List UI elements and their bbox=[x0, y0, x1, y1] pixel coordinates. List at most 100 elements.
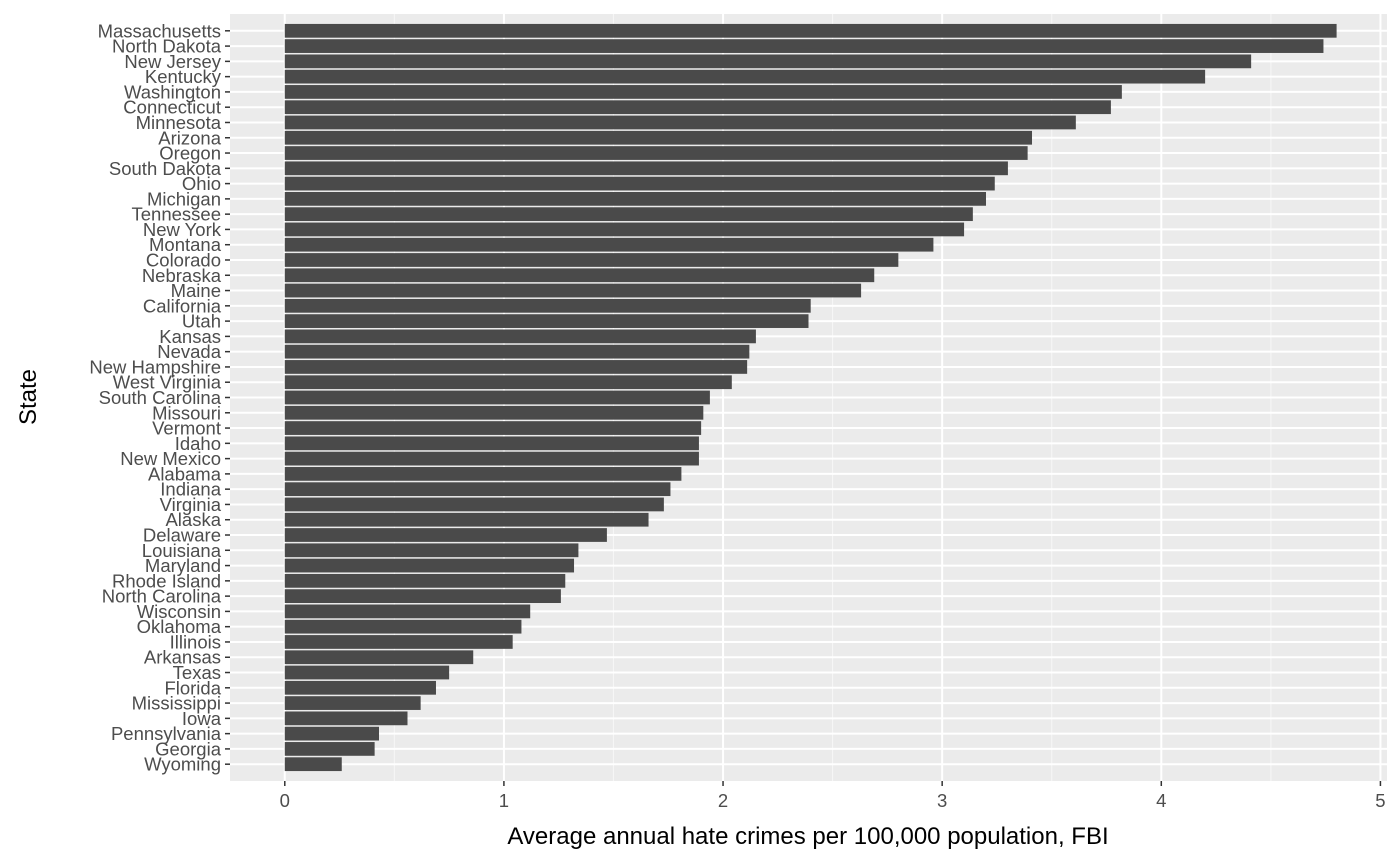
bar bbox=[284, 604, 531, 619]
y-tick-label: Indiana bbox=[160, 479, 221, 500]
bar bbox=[284, 130, 1033, 145]
bar bbox=[284, 711, 408, 726]
y-tick-label: Vermont bbox=[152, 418, 221, 439]
y-tick-label: South Dakota bbox=[109, 158, 222, 179]
x-tick-label: 5 bbox=[1375, 790, 1385, 811]
bar bbox=[284, 54, 1252, 69]
bar bbox=[284, 512, 649, 527]
y-tick-label: Oregon bbox=[159, 143, 221, 164]
bar bbox=[284, 283, 862, 298]
y-tick-label: Florida bbox=[164, 677, 221, 698]
x-axis: 0 1 2 3 4 5 bbox=[280, 781, 1386, 811]
bar bbox=[284, 482, 671, 497]
bar bbox=[284, 497, 664, 512]
y-tick-label: North Dakota bbox=[112, 36, 222, 57]
bar bbox=[284, 543, 579, 558]
y-tick-label: Iowa bbox=[182, 708, 222, 729]
bar bbox=[284, 742, 375, 756]
bar bbox=[284, 451, 699, 466]
y-tick-label: Wisconsin bbox=[137, 601, 221, 622]
y-tick-label: Nevada bbox=[157, 341, 221, 362]
y-tick-label: Louisiana bbox=[142, 540, 222, 561]
y-tick-label: New Mexico bbox=[120, 448, 221, 469]
bar bbox=[284, 329, 756, 344]
x-tick-label: 2 bbox=[718, 790, 728, 811]
y-tick-label: Arkansas bbox=[144, 647, 221, 668]
y-tick-label: Texas bbox=[173, 662, 221, 683]
bar bbox=[284, 757, 342, 772]
bar bbox=[284, 436, 699, 451]
x-tick-label: 1 bbox=[499, 790, 509, 811]
bar bbox=[284, 115, 1076, 130]
y-tick-label: Wyoming bbox=[144, 754, 221, 775]
bar bbox=[284, 39, 1324, 53]
bar bbox=[284, 161, 1008, 176]
bar bbox=[284, 23, 1337, 38]
bar bbox=[284, 237, 934, 252]
bar bbox=[284, 665, 450, 680]
bar bbox=[284, 222, 965, 237]
y-tick-label: North Carolina bbox=[102, 586, 222, 607]
bar bbox=[284, 253, 899, 267]
bar bbox=[284, 298, 811, 313]
y-tick-label: New Hampshire bbox=[89, 356, 221, 377]
y-tick-label: Nebraska bbox=[142, 265, 222, 286]
bar bbox=[284, 85, 1122, 99]
bar bbox=[284, 619, 522, 634]
y-tick-label: Alabama bbox=[148, 463, 222, 484]
y-tick-label: California bbox=[143, 295, 222, 316]
y-tick-label: Rhode Island bbox=[112, 570, 221, 591]
y-tick-label: Maine bbox=[171, 280, 221, 301]
y-tick-label: Delaware bbox=[143, 525, 221, 546]
x-tick-label: 3 bbox=[937, 790, 947, 811]
bar bbox=[284, 360, 748, 374]
bar bbox=[284, 726, 380, 741]
y-tick-label: Utah bbox=[182, 311, 221, 332]
y-tick-label: Ohio bbox=[182, 173, 221, 194]
y-tick-label: South Carolina bbox=[99, 387, 222, 408]
bar bbox=[284, 405, 704, 420]
bar bbox=[284, 268, 875, 283]
bars bbox=[284, 23, 1337, 772]
bar bbox=[284, 589, 561, 604]
y-tick-label: Minnesota bbox=[136, 112, 222, 133]
x-tick-label: 0 bbox=[280, 790, 290, 811]
bar bbox=[284, 390, 710, 405]
bar bbox=[284, 176, 995, 191]
y-tick-label: Georgia bbox=[155, 738, 222, 759]
bar bbox=[284, 635, 513, 649]
y-tick-label: Kansas bbox=[159, 326, 221, 347]
y-tick-label: Illinois bbox=[170, 631, 221, 652]
x-axis-title: Average annual hate crimes per 100,000 p… bbox=[507, 823, 1108, 850]
bar bbox=[284, 650, 474, 665]
y-tick-label: New Jersey bbox=[124, 51, 221, 72]
bar bbox=[284, 467, 682, 481]
y-tick-label: Michigan bbox=[147, 188, 221, 209]
y-tick-label: Tennessee bbox=[132, 204, 221, 225]
bar bbox=[284, 69, 1206, 84]
x-tick-label: 4 bbox=[1156, 790, 1166, 811]
bar bbox=[284, 100, 1111, 115]
bar bbox=[284, 558, 575, 573]
y-tick-label: Colorado bbox=[146, 249, 221, 270]
y-tick-label: Washington bbox=[124, 81, 221, 102]
y-tick-label: Idaho bbox=[175, 433, 221, 454]
y-tick-label: Missouri bbox=[152, 402, 221, 423]
y-tick-label: Maryland bbox=[145, 555, 221, 576]
bar bbox=[284, 314, 809, 328]
bar bbox=[284, 344, 750, 359]
y-tick-label: Massachusetts bbox=[98, 20, 221, 41]
y-tick-label: Connecticut bbox=[123, 97, 221, 118]
bar bbox=[284, 146, 1028, 160]
y-tick-label: Pennsylvania bbox=[111, 723, 222, 744]
bar bbox=[284, 191, 986, 206]
bar bbox=[284, 207, 973, 222]
y-tick-label: West Virginia bbox=[113, 372, 222, 393]
bar bbox=[284, 680, 436, 695]
y-axis-title: State bbox=[15, 369, 42, 425]
bar bbox=[284, 421, 702, 435]
y-tick-label: New York bbox=[143, 219, 222, 240]
bar bbox=[284, 375, 732, 390]
